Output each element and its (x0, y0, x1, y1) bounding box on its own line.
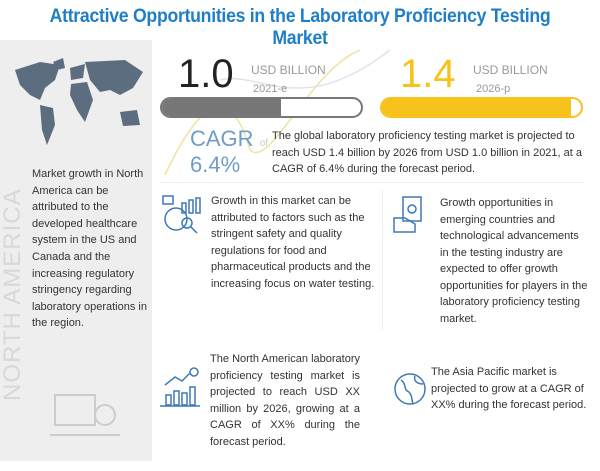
growth-chart-icon (160, 367, 200, 407)
cagr-of: of (259, 138, 269, 149)
globe-icon (394, 373, 426, 405)
bar-2026-fill (382, 99, 572, 116)
insight-text: Growth in this market can be attributed … (211, 195, 375, 290)
bar-2021 (160, 97, 363, 118)
divider (382, 190, 383, 330)
lab-equipment-icon (50, 394, 120, 436)
decorative-curve-icon (164, 49, 390, 176)
cagr-value: 6.4% (190, 152, 241, 177)
insight-text: The Asia Pacific market is projected to … (431, 366, 587, 411)
year-2021: 2021-e (253, 83, 288, 95)
year-2026: 2026-p (476, 83, 511, 95)
cagr-label: CAGR of (190, 127, 268, 156)
value-2021: 1.0 (178, 52, 234, 96)
cagr-text: CAGR (190, 126, 254, 151)
page-title: Attractive Opportunities in the Laborato… (49, 6, 551, 49)
money-hand-icon (393, 196, 422, 233)
north-america-text: Market growth in North America can be at… (32, 168, 147, 330)
bar-2021-fill (162, 99, 282, 116)
value-2026: 1.4 (400, 52, 456, 96)
world-map-icon (15, 58, 143, 145)
analytics-icon (162, 195, 201, 234)
north-america-panel (0, 40, 152, 461)
unit-2026: USD BILLION (473, 63, 548, 77)
unit-2021: USD BILLION (251, 63, 326, 77)
insight-text: The North American laboratory proficienc… (210, 353, 360, 448)
market-summary: The global laboratory proficiency testin… (272, 130, 583, 175)
divider (160, 182, 585, 183)
insight-text: Growth opportunities in emerging countri… (440, 197, 588, 325)
bar-2026 (380, 97, 583, 118)
north-america-label: NORTH AMERICA (0, 188, 26, 401)
